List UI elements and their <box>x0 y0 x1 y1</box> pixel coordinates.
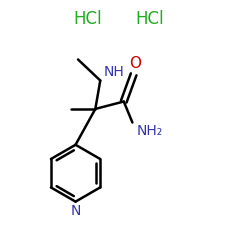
Text: NH: NH <box>104 65 125 79</box>
Text: HCl: HCl <box>136 10 164 28</box>
Text: NH₂: NH₂ <box>136 124 162 138</box>
Text: O: O <box>129 56 141 70</box>
Text: HCl: HCl <box>74 10 102 28</box>
Text: N: N <box>70 204 81 218</box>
